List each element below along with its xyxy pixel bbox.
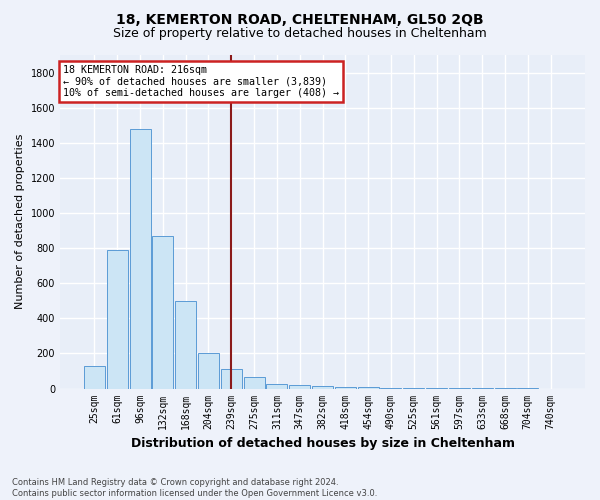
Bar xyxy=(130,128,151,388)
Bar xyxy=(175,301,196,388)
Text: 18, KEMERTON ROAD, CHELTENHAM, GL50 2QB: 18, KEMERTON ROAD, CHELTENHAM, GL50 2QB xyxy=(116,12,484,26)
Text: 18 KEMERTON ROAD: 216sqm
← 90% of detached houses are smaller (3,839)
10% of sem: 18 KEMERTON ROAD: 216sqm ← 90% of detach… xyxy=(62,65,338,98)
Bar xyxy=(107,250,128,388)
Y-axis label: Number of detached properties: Number of detached properties xyxy=(15,134,25,310)
Text: Contains HM Land Registry data © Crown copyright and database right 2024.
Contai: Contains HM Land Registry data © Crown c… xyxy=(12,478,377,498)
Bar xyxy=(221,369,242,388)
Bar xyxy=(358,387,379,388)
Text: Size of property relative to detached houses in Cheltenham: Size of property relative to detached ho… xyxy=(113,28,487,40)
Bar xyxy=(198,352,219,388)
X-axis label: Distribution of detached houses by size in Cheltenham: Distribution of detached houses by size … xyxy=(131,437,515,450)
Bar xyxy=(152,236,173,388)
Bar xyxy=(84,366,105,388)
Bar xyxy=(312,386,333,388)
Bar xyxy=(244,377,265,388)
Bar xyxy=(335,387,356,388)
Bar xyxy=(289,385,310,388)
Bar xyxy=(266,384,287,388)
